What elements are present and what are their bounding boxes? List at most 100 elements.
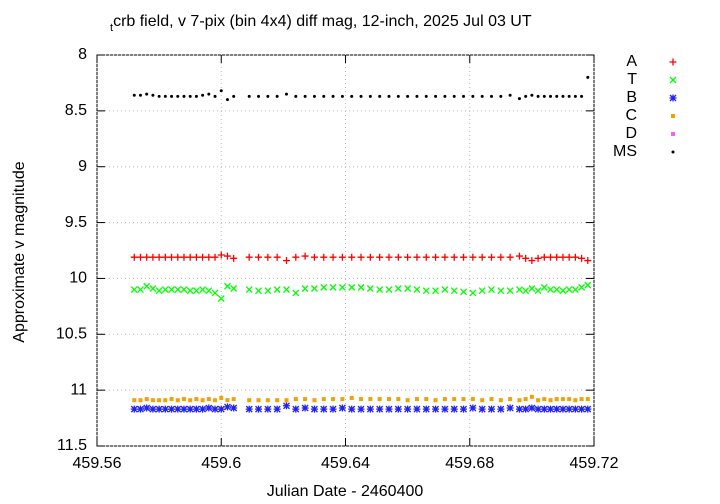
data-point [394, 405, 402, 413]
data-point [186, 287, 194, 295]
x-tick-label: 459.6 [201, 455, 241, 472]
data-point [432, 253, 440, 261]
legend-marker [671, 114, 675, 118]
data-point [181, 397, 186, 402]
data-point [506, 404, 514, 412]
data-point [573, 94, 577, 98]
data-point [530, 93, 534, 97]
data-point [230, 254, 238, 262]
data-point [434, 94, 438, 98]
data-point [394, 285, 402, 292]
data-point [567, 94, 571, 98]
data-point [536, 94, 540, 98]
data-point [168, 286, 176, 294]
data-point [200, 398, 205, 403]
data-point [432, 405, 440, 413]
data-point [284, 92, 288, 96]
data-point [487, 405, 495, 413]
y-tick-label: 9 [78, 158, 87, 175]
data-point [517, 97, 521, 101]
y-axis-label: Approximate v magnitude [11, 161, 28, 343]
data-point [471, 94, 475, 98]
data-point [264, 253, 272, 261]
data-point [136, 405, 144, 413]
data-point [155, 287, 163, 295]
data-point [565, 253, 573, 261]
data-point [310, 253, 318, 261]
data-point [169, 397, 174, 402]
data-point [441, 286, 449, 294]
data-point [266, 94, 270, 98]
data-point [366, 405, 374, 413]
data-point [217, 405, 225, 413]
data-point [219, 395, 224, 400]
data-point [413, 286, 421, 294]
data-point [405, 398, 410, 403]
data-point [534, 287, 542, 295]
data-point [506, 253, 514, 261]
data-point [338, 283, 346, 291]
data-point [536, 398, 541, 403]
data-point [565, 405, 573, 413]
chart-title: tcrb field, v 7-pix (bin 4x4) diff mag, … [110, 13, 532, 34]
data-point [413, 253, 421, 261]
data-point [540, 253, 548, 261]
data-point [161, 286, 169, 294]
data-point [211, 289, 219, 297]
data-point [529, 394, 534, 399]
title-subscript: t [110, 22, 113, 34]
data-point [528, 404, 536, 412]
data-point [376, 405, 384, 413]
data-point [578, 283, 586, 291]
data-point [359, 397, 364, 402]
legend-marker [669, 76, 677, 84]
data-point [553, 286, 561, 294]
data-point [192, 287, 200, 295]
data-point [180, 405, 188, 413]
data-point [489, 94, 493, 98]
data-point [257, 94, 261, 98]
data-point [301, 285, 309, 292]
data-point [404, 253, 412, 261]
data-point [396, 397, 401, 402]
legend-label: C [625, 107, 637, 124]
data-point [264, 287, 272, 295]
data-point [368, 397, 373, 402]
title-text: crb field, v 7-pix (bin 4x4) diff mag, 1… [113, 13, 532, 30]
data-point [359, 94, 363, 98]
data-point [211, 253, 219, 261]
data-point [584, 257, 592, 265]
data-point [366, 285, 374, 292]
data-point [478, 253, 486, 261]
data-point [522, 405, 530, 413]
legend-marker [671, 132, 675, 136]
data-point [161, 253, 169, 261]
legend-marker [669, 58, 677, 66]
data-point [571, 253, 579, 261]
data-point [404, 405, 412, 413]
data-point [219, 89, 223, 93]
data-point [460, 253, 468, 261]
y-tick-label: 11 [70, 381, 87, 398]
y-tick-label: 10.5 [56, 326, 87, 343]
legend-label: T [627, 71, 637, 88]
data-point [584, 405, 592, 413]
data-point [245, 253, 253, 261]
data-point [571, 405, 579, 413]
data-point [310, 285, 318, 292]
data-point [143, 282, 151, 290]
data-point [487, 253, 495, 261]
data-point [331, 397, 336, 402]
data-point [217, 295, 225, 302]
data-point [275, 94, 279, 98]
data-point [460, 405, 468, 413]
data-point [205, 253, 213, 261]
data-point [284, 398, 289, 403]
data-point [245, 286, 253, 294]
data-point [130, 253, 138, 261]
data-point [321, 397, 326, 402]
data-point [450, 253, 458, 261]
data-point [366, 253, 374, 261]
data-point [255, 287, 262, 295]
